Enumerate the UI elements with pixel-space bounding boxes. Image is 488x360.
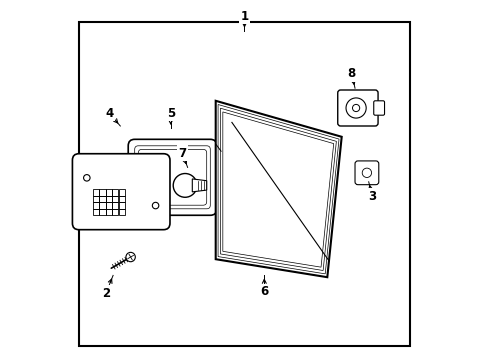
Circle shape	[173, 174, 197, 197]
Bar	[112, 189, 118, 196]
Bar	[112, 209, 118, 215]
Bar	[105, 202, 112, 209]
Circle shape	[352, 104, 359, 112]
Text: 1: 1	[240, 10, 248, 23]
Bar	[118, 189, 125, 196]
Polygon shape	[215, 101, 341, 277]
Circle shape	[346, 98, 366, 118]
Bar	[92, 209, 99, 215]
Text: 2: 2	[102, 287, 110, 300]
Text: 8: 8	[347, 67, 355, 80]
FancyBboxPatch shape	[128, 139, 216, 215]
Bar	[99, 209, 105, 215]
Circle shape	[83, 175, 90, 181]
FancyBboxPatch shape	[337, 90, 377, 126]
Bar	[92, 196, 99, 202]
Bar	[99, 202, 105, 209]
Bar	[99, 196, 105, 202]
FancyBboxPatch shape	[373, 101, 384, 115]
Text: 7: 7	[178, 147, 186, 159]
Bar	[105, 196, 112, 202]
Bar	[92, 189, 99, 196]
Bar	[105, 189, 112, 196]
Circle shape	[362, 168, 371, 177]
Bar	[118, 196, 125, 202]
Circle shape	[152, 202, 159, 209]
Bar	[118, 209, 125, 215]
Bar	[105, 209, 112, 215]
Polygon shape	[192, 179, 206, 192]
Bar	[112, 202, 118, 209]
FancyBboxPatch shape	[354, 161, 378, 185]
Bar	[99, 189, 105, 196]
Bar	[112, 196, 118, 202]
Text: 5: 5	[166, 107, 175, 120]
FancyBboxPatch shape	[72, 154, 170, 230]
Text: 3: 3	[367, 190, 376, 203]
Text: 6: 6	[260, 285, 268, 298]
Text: 4: 4	[105, 107, 113, 120]
Bar	[118, 202, 125, 209]
Bar	[92, 202, 99, 209]
Circle shape	[126, 252, 135, 262]
